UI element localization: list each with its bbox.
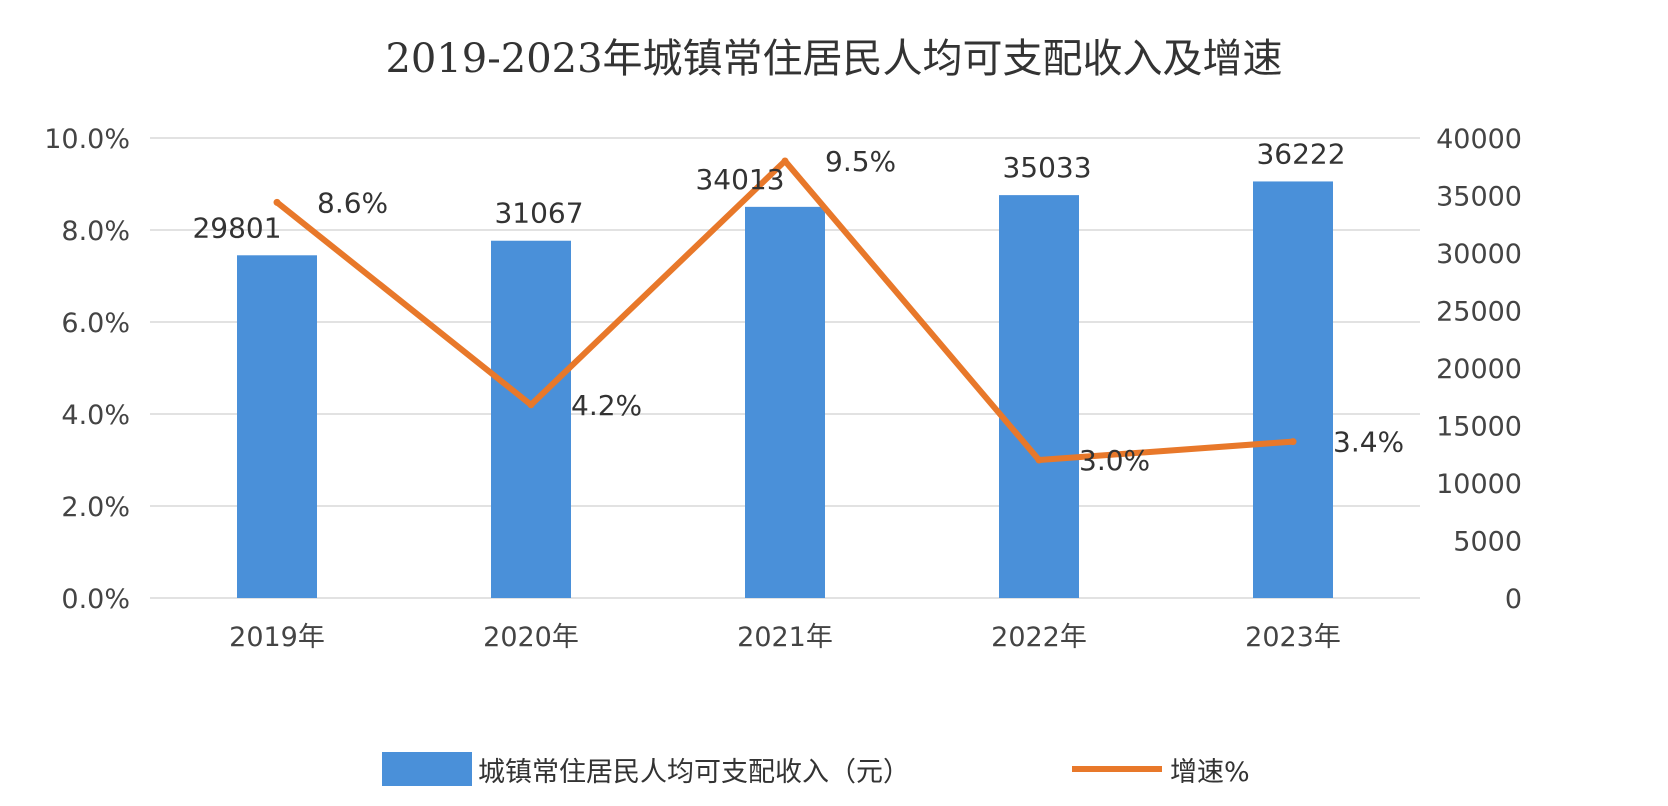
bar	[491, 240, 571, 599]
right-axis-tick-label: 10000	[1436, 469, 1522, 500]
right-axis-tick-label: 35000	[1436, 182, 1522, 213]
line-series	[273, 157, 1297, 464]
bar-value-label: 34013	[695, 163, 784, 196]
x-axis-tick-label: 2022年	[991, 622, 1087, 653]
line-value-label: 8.6%	[317, 186, 388, 219]
right-axis-tick-label: 25000	[1436, 297, 1522, 328]
line-value-label: 9.5%	[825, 145, 896, 178]
x-axis-tick-label: 2020年	[483, 622, 579, 653]
x-axis-tick-label: 2023年	[1245, 622, 1341, 653]
line-point	[527, 401, 535, 409]
legend-line-label: 增速%	[1170, 757, 1250, 788]
data-labels: 29801 31067 34013 35033 36222 8.6% 4.2% 9.5% 3.0…	[192, 137, 1404, 477]
line-value-label: 3.4%	[1333, 426, 1404, 459]
right-axis-tick-label: 15000	[1436, 412, 1522, 443]
bar	[237, 255, 317, 598]
left-axis-tick-label: 10.0%	[44, 124, 130, 155]
bar	[1253, 181, 1333, 598]
right-axis-tick-label: 5000	[1453, 527, 1522, 558]
right-axis: 0 5000 10000 15000 20000 25000 30000 35000 40000	[1436, 124, 1522, 615]
left-axis-tick-label: 8.0%	[61, 216, 130, 247]
bar	[745, 206, 825, 598]
right-axis-tick-label: 40000	[1436, 124, 1522, 155]
left-axis-tick-label: 0.0%	[61, 584, 130, 615]
line-point	[1289, 438, 1297, 446]
legend-bar-swatch	[382, 752, 472, 786]
legend-bar-label: 城镇常住居民人均可支配收入（元）	[478, 757, 910, 788]
right-axis-tick-label: 30000	[1436, 239, 1522, 270]
left-axis: 0.0% 2.0% 4.0% 6.0% 8.0% 10.0%	[44, 124, 130, 615]
x-axis: 2019年 2020年 2021年 2022年 2023年	[229, 622, 1341, 653]
x-axis-tick-label: 2019年	[229, 622, 325, 653]
left-axis-tick-label: 4.0%	[61, 400, 130, 431]
left-axis-tick-label: 2.0%	[61, 492, 130, 523]
left-axis-tick-label: 6.0%	[61, 308, 130, 339]
right-axis-tick-label: 0	[1505, 584, 1522, 615]
bar-value-label: 29801	[192, 211, 281, 244]
bar-value-label: 36222	[1256, 137, 1345, 170]
line-point	[1035, 456, 1043, 464]
bar	[999, 195, 1079, 599]
line-point	[273, 198, 281, 206]
bar-series	[237, 181, 1333, 599]
x-axis-tick-label: 2021年	[737, 622, 833, 653]
right-axis-tick-label: 20000	[1436, 354, 1522, 385]
bar-value-label: 31067	[494, 197, 583, 230]
line-point	[781, 157, 789, 165]
line-value-label: 4.2%	[571, 389, 642, 422]
chart-title: 2019-2023年城镇常住居民人均可支配收入及增速	[385, 36, 1282, 82]
legend: 城镇常住居民人均可支配收入（元） 增速%	[382, 752, 1250, 788]
bar-value-label: 35033	[1002, 151, 1091, 184]
line-value-label: 3.0%	[1079, 444, 1150, 477]
